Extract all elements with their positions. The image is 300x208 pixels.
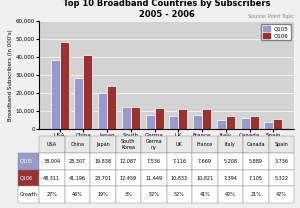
Bar [131,106,140,129]
Bar [98,93,107,129]
Bar [51,61,60,129]
Bar [169,116,178,129]
Bar [146,115,154,129]
Title: Top 10 Broadband Countries by Subscribers
2005 - 2006: Top 10 Broadband Countries by Subscriber… [63,0,270,19]
Bar [178,109,188,129]
Legend: Q105, Q106: Q105, Q106 [261,24,291,41]
Bar [83,55,92,129]
Bar [250,116,259,129]
Y-axis label: Broadband Subscribers (In 000's): Broadband Subscribers (In 000's) [8,29,13,121]
Text: Source: Point Topic: Source: Point Topic [248,14,294,19]
Bar [193,115,202,129]
Bar [107,86,116,129]
Bar [60,42,69,129]
Bar [273,119,282,129]
Bar [241,118,250,129]
Bar [202,109,211,129]
Bar [264,122,273,129]
Bar [226,116,235,129]
Bar [122,107,131,129]
Bar [217,120,226,129]
Bar [154,108,164,129]
Bar [74,78,83,129]
